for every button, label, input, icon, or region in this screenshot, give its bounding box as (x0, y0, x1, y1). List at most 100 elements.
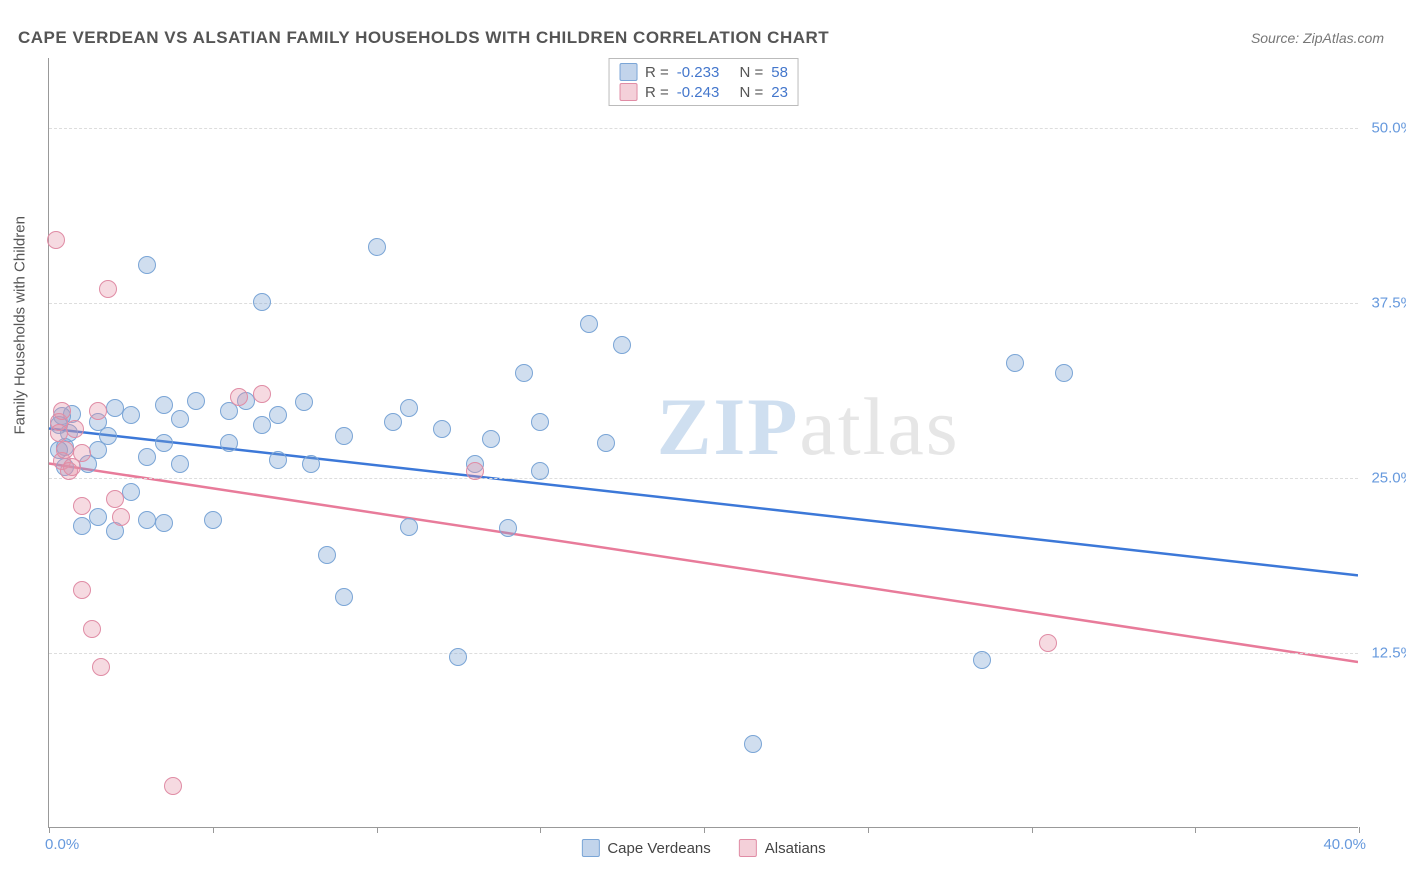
data-point (106, 399, 124, 417)
data-point (269, 406, 287, 424)
data-point (89, 508, 107, 526)
y-tick-label: 25.0% (1371, 470, 1406, 487)
x-tick-mark (377, 827, 378, 833)
data-point (335, 427, 353, 445)
data-point (580, 315, 598, 333)
swatch-blue-icon (619, 63, 637, 81)
data-point (106, 490, 124, 508)
y-tick-label: 37.5% (1371, 295, 1406, 312)
data-point (155, 434, 173, 452)
data-point (1006, 354, 1024, 372)
data-point (295, 393, 313, 411)
series-legend: Cape Verdeans Alsatians (581, 839, 825, 857)
data-point (112, 508, 130, 526)
plot-area: ZIPatlas R = -0.233 N = 58 R = -0.243 N … (48, 58, 1358, 828)
data-point (302, 455, 320, 473)
data-point (531, 413, 549, 431)
swatch-pink-icon (619, 83, 637, 101)
data-point (73, 517, 91, 535)
data-point (449, 648, 467, 666)
watermark: ZIPatlas (657, 380, 960, 474)
legend-item: Alsatians (739, 839, 826, 857)
r-label: R = (645, 64, 669, 81)
y-axis-label: Family Households with Children (12, 216, 29, 434)
data-point (122, 483, 140, 501)
data-point (973, 651, 991, 669)
legend-label: Cape Verdeans (607, 840, 710, 857)
data-point (171, 410, 189, 428)
data-point (56, 441, 74, 459)
data-point (53, 402, 71, 420)
data-point (138, 256, 156, 274)
correlation-legend-row: R = -0.233 N = 58 (619, 63, 788, 81)
data-point (230, 388, 248, 406)
r-value: -0.243 (677, 84, 720, 101)
x-tick-mark (540, 827, 541, 833)
correlation-legend-row: R = -0.243 N = 23 (619, 83, 788, 101)
x-tick-label: 40.0% (1323, 836, 1366, 853)
data-point (1055, 364, 1073, 382)
data-point (220, 434, 238, 452)
data-point (597, 434, 615, 452)
x-tick-mark (1032, 827, 1033, 833)
data-point (433, 420, 451, 438)
gridline (49, 653, 1358, 654)
data-point (73, 497, 91, 515)
data-point (99, 427, 117, 445)
correlation-legend: R = -0.233 N = 58 R = -0.243 N = 23 (608, 58, 799, 106)
data-point (400, 399, 418, 417)
data-point (83, 620, 101, 638)
x-tick-mark (1359, 827, 1360, 833)
data-point (138, 511, 156, 529)
data-point (99, 280, 117, 298)
x-tick-mark (49, 827, 50, 833)
data-point (613, 336, 631, 354)
n-value: 58 (771, 64, 788, 81)
data-point (92, 658, 110, 676)
data-point (335, 588, 353, 606)
data-point (155, 514, 173, 532)
swatch-blue-icon (581, 839, 599, 857)
data-point (515, 364, 533, 382)
data-point (164, 777, 182, 795)
trend-line (49, 429, 1358, 576)
data-point (253, 416, 271, 434)
data-point (466, 462, 484, 480)
data-point (138, 448, 156, 466)
data-point (66, 420, 84, 438)
r-label: R = (645, 84, 669, 101)
data-point (482, 430, 500, 448)
data-point (50, 424, 68, 442)
data-point (269, 451, 287, 469)
r-value: -0.233 (677, 64, 720, 81)
data-point (73, 444, 91, 462)
data-point (253, 385, 271, 403)
x-tick-mark (213, 827, 214, 833)
source-label: Source: ZipAtlas.com (1251, 30, 1384, 46)
data-point (89, 402, 107, 420)
data-point (499, 519, 517, 537)
trend-line (49, 463, 1358, 662)
legend-label: Alsatians (765, 840, 826, 857)
n-label: N = (740, 84, 764, 101)
watermark-part2: atlas (799, 381, 959, 472)
data-point (187, 392, 205, 410)
y-tick-label: 12.5% (1371, 645, 1406, 662)
data-point (744, 735, 762, 753)
n-value: 23 (771, 84, 788, 101)
data-point (400, 518, 418, 536)
data-point (531, 462, 549, 480)
data-point (368, 238, 386, 256)
swatch-pink-icon (739, 839, 757, 857)
n-label: N = (740, 64, 764, 81)
gridline (49, 303, 1358, 304)
data-point (1039, 634, 1057, 652)
data-point (204, 511, 222, 529)
gridline (49, 128, 1358, 129)
data-point (171, 455, 189, 473)
x-tick-mark (704, 827, 705, 833)
x-tick-label: 0.0% (45, 836, 79, 853)
data-point (318, 546, 336, 564)
x-tick-mark (1195, 827, 1196, 833)
gridline (49, 478, 1358, 479)
